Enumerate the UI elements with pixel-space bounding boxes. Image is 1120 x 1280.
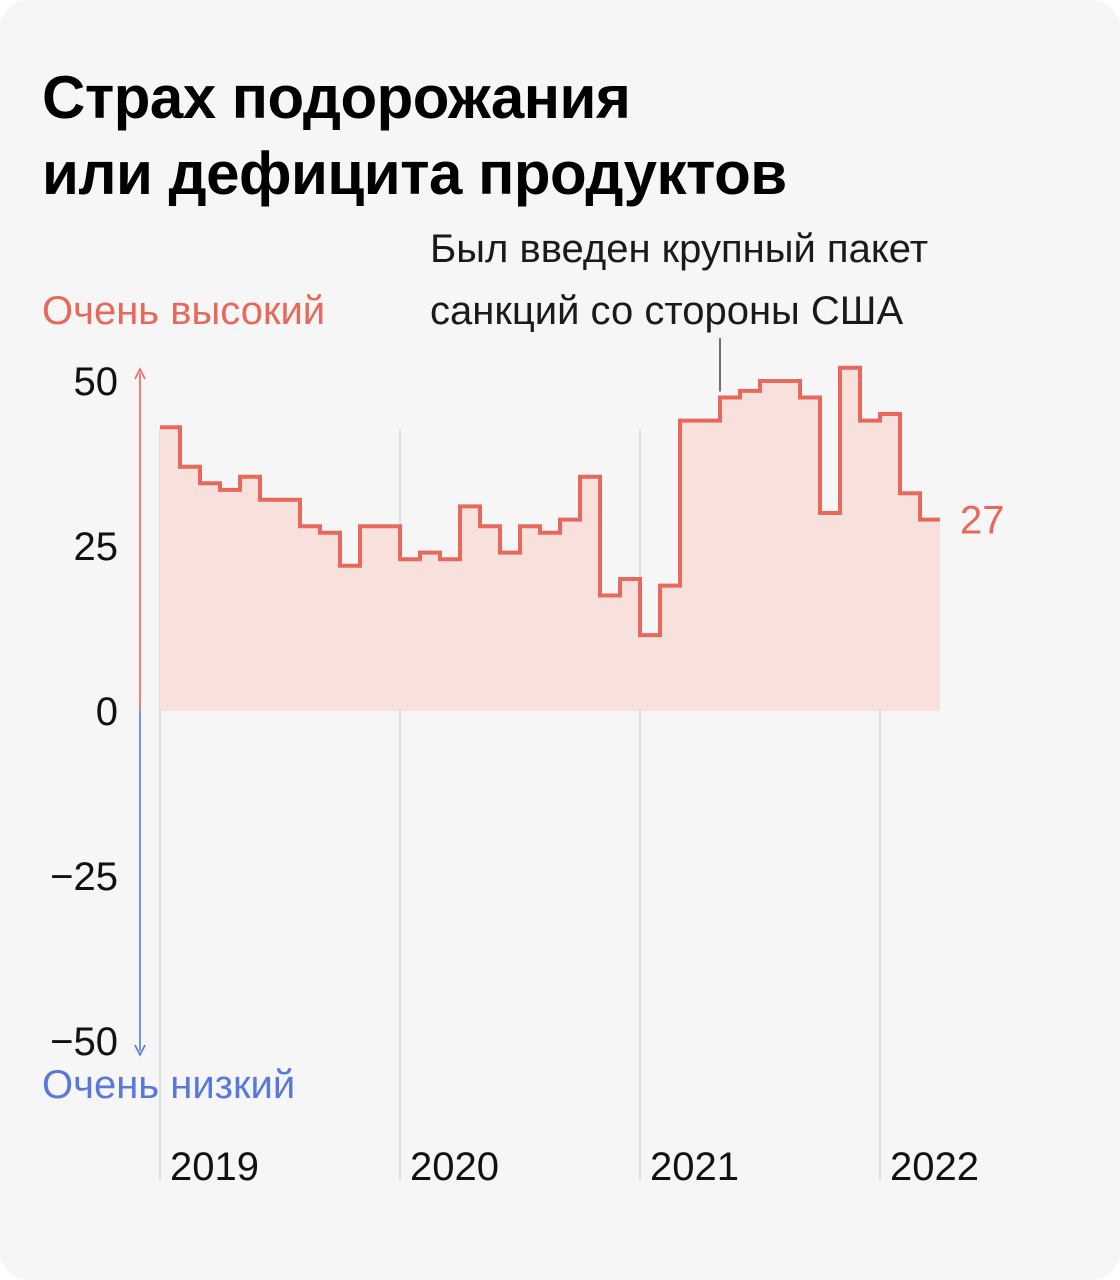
chart-title: Страх подорожания или дефицита продуктов [42, 60, 1042, 212]
annotation-text-line1: Был введен крупный пакет [430, 227, 928, 271]
x-year-label-2019: 2019 [170, 1145, 259, 1189]
very-low-label: Очень низкий [42, 1063, 295, 1107]
very-high-label: Очень высокий [42, 289, 325, 333]
x-year-label-2021: 2021 [650, 1145, 739, 1189]
x-year-labels: 2019 2020 2021 2022 [170, 1145, 979, 1189]
annotation-text-line2: санкций со стороны США [430, 289, 903, 333]
y-tick-label: 25 [74, 525, 119, 569]
y-tick-labels: 50 25 0 −25 −50 [50, 360, 118, 1064]
y-tick-label: 0 [96, 690, 118, 734]
x-year-label-2020: 2020 [410, 1145, 499, 1189]
y-axis [134, 367, 146, 1057]
y-tick-label: −25 [50, 855, 118, 899]
chart-title-line2: или дефицита продуктов [42, 140, 787, 207]
y-tick-label: 50 [74, 360, 119, 404]
arrow-down-icon [134, 1044, 146, 1057]
last-value-label: 27 [960, 499, 1005, 543]
x-year-label-2022: 2022 [890, 1145, 979, 1189]
series-area-fill [160, 367, 940, 711]
series-step-line [160, 365, 940, 638]
chart-title-line1: Страх подорожания [42, 64, 631, 131]
arrow-up-icon [134, 367, 146, 380]
y-tick-label: −50 [50, 1020, 118, 1064]
